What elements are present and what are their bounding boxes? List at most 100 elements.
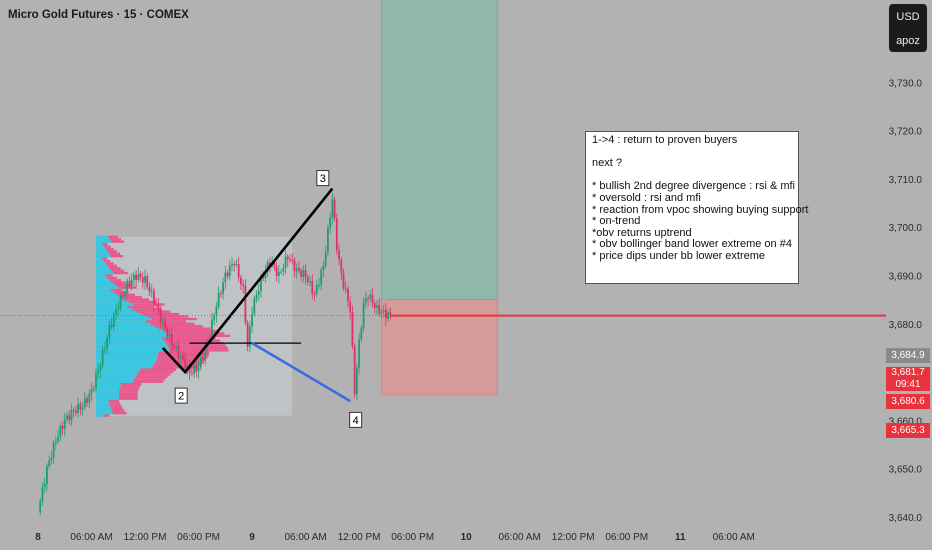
target-zone [380,0,498,301]
profile-bar-up [95,385,121,388]
profile-bar-down [108,235,119,239]
profile-bar-up [95,358,157,362]
candles [39,192,392,516]
candle-body [168,333,171,337]
profile-bar-up [95,308,133,311]
profile-bar-up [95,339,165,342]
candle-body [333,199,336,219]
analysis-note: 1->4 : return to proven buyers next ? * … [585,131,808,284]
wave-label-2: 2 [178,391,184,403]
note-line: *obv returns uptrend [592,226,692,239]
profile-bar-down [166,332,225,335]
profile-bar-up [95,300,130,304]
candle-body [153,290,155,304]
candle-body [213,315,216,320]
candle-body [215,306,218,316]
y-tick-label: 3,660.0 [889,416,923,427]
candle-body [161,320,164,323]
candle-body [327,227,329,253]
candle-body [104,348,106,350]
candle-body [159,309,162,323]
candle-body [242,284,245,286]
profile-bar-down [111,240,125,243]
candle-body [235,264,238,266]
candle-body [257,290,260,296]
candle-body [99,365,102,371]
profile-bar-up [95,267,110,270]
profile-bar-up [95,317,152,321]
profile-bar-up [95,303,134,306]
profile-bar-up [95,363,154,367]
candle-body [155,303,158,305]
profile-bar-up [95,269,112,272]
candle-body [182,355,184,360]
profile-bar-down [109,279,122,282]
profile-bar-up [95,305,128,309]
wave-label-box [349,411,363,428]
candle-body [342,273,345,289]
x-tick-label: 9 [249,532,255,543]
candle-body [204,346,207,360]
profile-bar-up [95,245,105,248]
profile-bar-down [110,254,124,258]
profile-bar-up [95,370,139,374]
candle-body [329,217,332,228]
candle-body [70,410,73,420]
x-tick-label: 06:00 AM [284,532,326,543]
candle-body [369,294,372,299]
profile-bar-up [95,259,104,263]
profile-bar-up [95,254,111,258]
price-tag-last-high: 3,684.9 [886,348,930,363]
currency-button[interactable]: USD apoz [889,4,927,52]
profile-bar-up [95,378,135,381]
candle-body [54,441,57,443]
y-tick-label: 3,700.0 [889,223,923,234]
candle-body [260,275,262,291]
profile-bar-up [95,320,146,323]
candle-body [48,460,51,467]
candle-body [202,357,204,360]
candle-body [246,322,249,347]
profile-bar-up [95,264,108,268]
profile-bar-up [95,240,112,243]
candle-body [280,271,282,273]
profile-bar-down [155,361,204,364]
candle-body [378,305,381,314]
candle-body [353,346,356,395]
profile-bar-down [121,296,142,299]
profile-bar-up [95,293,118,297]
candle-body [188,364,191,373]
profile-bar-up [95,329,163,333]
candle-body [59,425,62,437]
candle-body [79,404,82,410]
profile-bar-down [109,404,122,408]
candle-body [295,268,298,272]
x-tick-label: 12:00 PM [552,532,595,543]
candle-body [132,274,135,281]
note-line: * oversold : rsi and mfi [592,191,701,204]
profile-bar-up [95,346,169,350]
candle-body [81,407,84,410]
candle-body [318,284,320,286]
profile-bar-up [95,356,158,359]
candle-body [135,274,138,280]
candle-body [264,271,267,279]
profile-bar-down [109,267,121,270]
profile-bar-down [127,305,154,309]
profile-bar-up [95,382,122,386]
candle-body [186,364,189,370]
note-line: * price dips under bb lower extreme [592,249,766,262]
candle-body [61,425,64,429]
profile-bar-up [95,395,119,398]
profile-bar-down [101,257,107,260]
candle-body [347,288,349,302]
candle-body [389,312,392,315]
profile-bar-up [95,247,106,251]
profile-bar-down [108,399,120,403]
note-line: 1->4 : return to proven buyers [592,134,738,146]
x-tick-label: 8 [35,532,41,543]
candle-body [338,250,340,260]
candle-body [313,293,316,295]
candle-body [101,349,104,366]
